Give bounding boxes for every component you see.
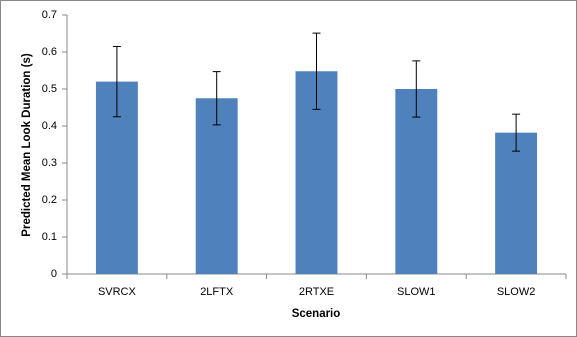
x-tick-label: SLOW2 <box>497 286 536 298</box>
x-tick-label: SVRCX <box>98 286 137 298</box>
y-tick-label: 0.3 <box>42 157 57 169</box>
x-axis-title: Scenario <box>292 308 341 320</box>
y-tick-label: 0.6 <box>42 46 57 58</box>
bar <box>495 132 538 274</box>
y-tick-label: 0 <box>51 268 57 280</box>
x-tick-label: SLOW1 <box>397 286 436 298</box>
x-tick-label: 2RTXE <box>299 286 334 298</box>
y-axis-title: Predicted Mean Look Duration (s) <box>21 53 33 237</box>
y-tick-label: 0.7 <box>42 9 57 21</box>
bar <box>195 98 238 274</box>
bar <box>395 89 438 274</box>
x-tick-label: 2LFTX <box>200 286 234 298</box>
y-tick-label: 0.4 <box>42 120 57 132</box>
y-tick-label: 0.2 <box>42 194 57 206</box>
y-tick-label: 0.5 <box>42 83 57 95</box>
y-tick-label: 0.1 <box>42 231 57 243</box>
